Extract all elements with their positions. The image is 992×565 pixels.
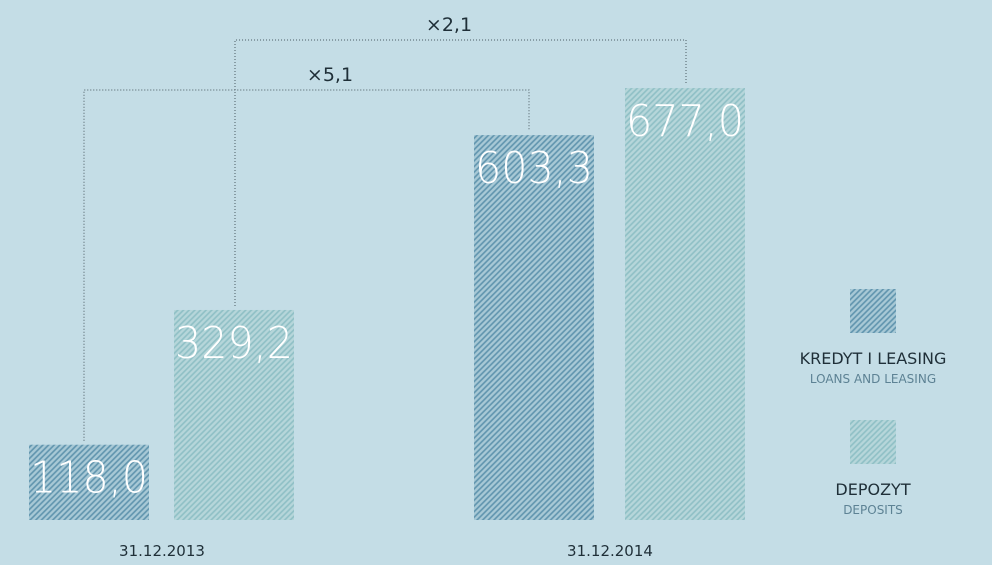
bar (29, 444, 149, 520)
legend-label: KREDYT I LEASING (800, 349, 947, 368)
bracket (234, 39, 687, 306)
value-label: 603,3 (475, 143, 593, 194)
bar (474, 135, 594, 520)
annotation: ×2,1 (426, 14, 472, 36)
annotation: ×5,1 (307, 64, 353, 86)
x-tick-label: 31.12.2013 (119, 542, 205, 560)
value-label: 677,0 (626, 96, 744, 147)
x-tick-label: 31.12.2014 (567, 542, 653, 560)
legend-sublabel: DEPOSITS (843, 503, 903, 517)
legend-label: DEPOZYT (835, 480, 910, 499)
bracket (83, 89, 530, 441)
value-label: 118,0 (30, 453, 148, 504)
legend-swatch (850, 289, 896, 333)
value-label: 329,2 (175, 318, 293, 369)
legend-sublabel: LOANS AND LEASING (810, 372, 936, 386)
bar (625, 88, 745, 520)
bar (174, 309, 294, 520)
legend-swatch (850, 420, 896, 464)
